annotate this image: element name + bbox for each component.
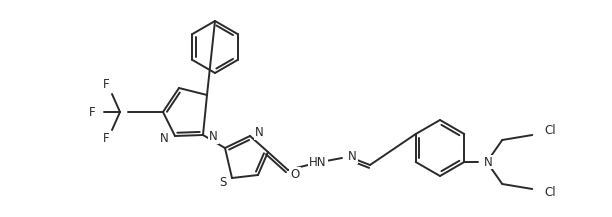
Text: S: S [220,176,227,189]
Text: Cl: Cl [544,186,556,199]
Text: HN: HN [309,156,327,168]
Text: Cl: Cl [544,125,556,138]
Text: N: N [255,127,264,140]
Text: F: F [103,79,110,92]
Text: N: N [160,132,169,145]
Text: F: F [89,105,95,118]
Text: N: N [484,156,493,168]
Text: N: N [348,151,357,163]
Text: O: O [290,168,300,181]
Text: N: N [209,130,218,143]
Text: F: F [103,133,110,146]
